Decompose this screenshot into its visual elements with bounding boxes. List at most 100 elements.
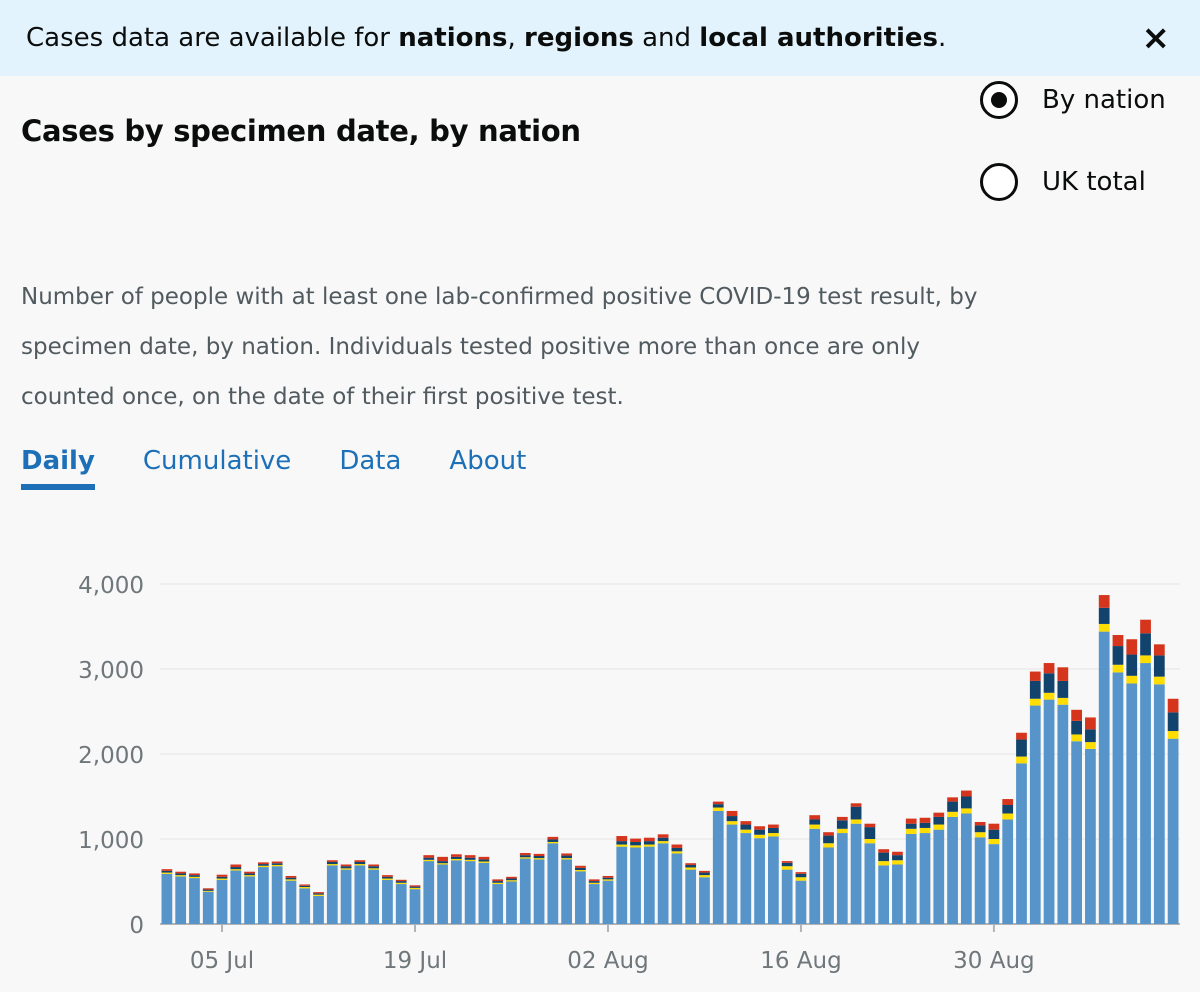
bar-segment-england [450,860,462,924]
bar-segment-england [492,884,504,924]
bar-segment-northern-ireland [244,875,255,877]
bar-segment-england [437,864,448,924]
bar-segment-england [836,833,848,924]
radio-uk-total[interactable]: UK total [980,163,1146,201]
bar-segment-wales [1057,667,1069,681]
bar-segment-scotland [671,847,683,852]
bar-segment-scotland [795,873,807,878]
bar-segment-wales [1016,732,1027,740]
bar-segment-england [1140,663,1151,924]
bar-segment-northern-ireland [726,821,738,825]
tab-about[interactable]: About [449,446,527,476]
bar-segment-scotland [189,875,200,877]
bar-segment-scotland [285,877,297,880]
bar-segment-scotland [878,852,890,862]
bar-segment-northern-ireland [1057,697,1069,705]
radio-label: UK total [1042,167,1146,197]
bar-segment-wales [423,855,435,858]
y-tick-label: 0 [129,913,144,939]
bar-segment-wales [974,822,986,826]
bar-segment-england [299,888,311,924]
bar-segment-england [1002,819,1014,924]
banner-text: Cases data are available for nations, re… [26,23,947,53]
bar-segment-scotland [547,839,559,842]
bar-segment-england [1167,738,1179,924]
bar-segment-northern-ireland [795,877,807,881]
bar-segment-scotland [1112,646,1124,665]
bar-segment-scotland [561,855,572,859]
bar-segment-wales [850,803,862,807]
bar-segment-england [423,861,435,924]
bar-segment-england [933,829,945,924]
banner-link-local-authorities[interactable]: local authorities [699,23,939,53]
radio-unchecked-icon[interactable] [980,163,1018,201]
bar-segment-scotland [1057,680,1069,698]
bar-segment-northern-ireland [202,890,214,892]
bar-segment-wales [1071,709,1082,721]
bar-segment-northern-ireland [354,864,366,866]
bar-segment-england [712,810,724,924]
bar-segment-wales [699,870,710,873]
banner-link-regions[interactable]: regions [524,23,634,53]
bar-segment-northern-ireland [781,866,793,870]
x-tick-label: 16 Aug [760,948,842,974]
bar-segment-wales [478,856,490,860]
bar-segment-england [974,837,986,924]
bar-segment-wales [795,872,807,874]
bar-segment-northern-ireland [340,868,352,870]
bar-segment-wales [947,797,958,802]
bar-segment-northern-ireland [602,879,614,881]
bar-segment-northern-ireland [1002,813,1014,820]
bar-segment-northern-ireland [1167,731,1179,739]
bar-segment-scotland [492,881,504,883]
bar-segment-scotland [657,837,669,842]
bar-segment-wales [368,864,380,867]
bar-segment-wales [575,865,586,868]
bar-segment-england [258,867,269,924]
bar-segment-scotland [382,876,393,879]
bar-segment-england [781,869,793,924]
bar-segment-wales [450,854,462,857]
tab-data[interactable]: Data [339,446,402,476]
banner-link-nations[interactable]: nations [398,23,508,53]
bar-segment-scotland [354,861,366,865]
bar-segment-northern-ireland [575,870,586,872]
close-icon[interactable]: × [1141,18,1171,58]
y-tick-label: 3,000 [78,658,144,684]
bar-segment-england [1085,748,1096,924]
bar-segment-northern-ireland [740,829,752,834]
bar-segment-wales [271,861,283,864]
radio-checked-icon[interactable] [980,81,1018,119]
bar-segment-england [547,843,559,924]
bar-segment-northern-ireland [1140,655,1151,664]
bar-segment-wales [464,855,476,858]
bar-segment-northern-ireland [492,882,504,885]
radio-by-nation[interactable]: By nation [980,81,1166,119]
tab-daily[interactable]: Daily [21,446,95,490]
bar-segment-northern-ireland [450,858,462,861]
bar-segment-england [616,846,628,924]
bar-segment-scotland [699,872,710,876]
bar-segment-northern-ireland [175,875,187,877]
bar-segment-england [795,880,807,924]
bar-segment-england [1057,704,1069,924]
bar-segment-northern-ireland [905,828,917,834]
bar-segment-england [533,859,545,924]
bar-segment-wales [382,875,393,877]
bar-segment-wales [988,823,1000,830]
bar-segment-scotland [1167,712,1179,732]
bar-segment-england [175,876,187,924]
bar-segment-england [313,895,324,924]
bar-segment-england [754,838,765,924]
bar-segment-wales [933,812,945,817]
bar-segment-england [864,843,876,924]
bar-segment-scotland [1140,633,1151,656]
bar-segment-scotland [175,873,187,876]
bar-segment-wales [1085,717,1096,730]
bar-segment-northern-ireland [437,863,448,865]
bar-segment-wales [533,853,545,856]
bar-segment-scotland [643,841,655,845]
bar-segment-northern-ireland [1153,676,1165,685]
tab-cumulative[interactable]: Cumulative [142,446,292,476]
bar-segment-england [809,828,821,924]
